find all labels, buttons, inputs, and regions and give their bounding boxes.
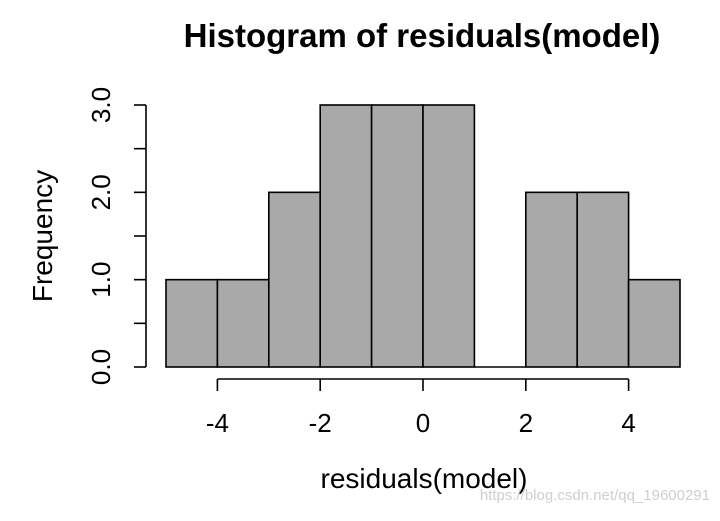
histogram-bar	[370, 104, 424, 368]
y-axis: 0.0 1.0 2.0 3.0	[86, 87, 147, 385]
x-tick-label: 4	[621, 408, 635, 438]
y-axis-label: Frequency	[27, 170, 58, 302]
x-tick-label: -2	[309, 408, 332, 438]
y-tick-label: 1.0	[86, 262, 116, 298]
histogram-bar	[267, 191, 321, 368]
x-tick-label: -4	[206, 408, 229, 438]
histogram-bar	[422, 104, 476, 368]
x-tick-label: 2	[519, 408, 533, 438]
histogram-bar	[319, 104, 373, 368]
x-axis: -4 -2 0 2 4	[206, 378, 636, 438]
x-tick-label: 0	[416, 408, 430, 438]
watermark-text: https://blog.csdn.net/qq_19600291	[480, 487, 710, 504]
chart-title: Histogram of residuals(model)	[184, 17, 661, 54]
histogram-bar	[165, 278, 219, 368]
x-axis-label: residuals(model)	[321, 463, 528, 494]
histogram-bar	[576, 191, 630, 368]
histogram-bar	[627, 278, 681, 368]
bars-group	[165, 104, 681, 368]
y-tick-label: 0.0	[86, 349, 116, 385]
histogram-bar	[216, 278, 270, 368]
y-tick-label: 3.0	[86, 87, 116, 123]
y-tick-label: 2.0	[86, 174, 116, 210]
histogram-bar	[524, 191, 578, 368]
